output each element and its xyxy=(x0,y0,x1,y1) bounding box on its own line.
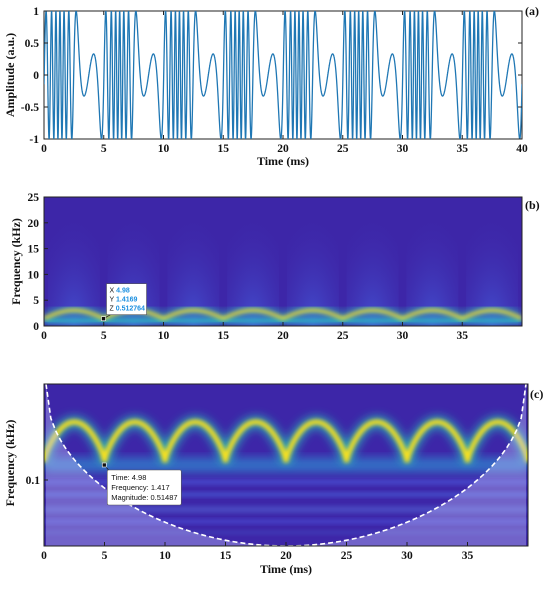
panel-b-ylabel: Frequency (kHz) xyxy=(9,218,23,305)
x-tick-label: 20 xyxy=(277,330,289,342)
panel-c-ticks: 0 5 10 15 20 25 30 35 0.1 xyxy=(26,475,474,562)
panel-a-waveform: 0 5 10 15 20 25 30 35 40 1 0.5 0 -0.5 -1 (a) Time (ms… xyxy=(3,4,539,168)
x-tick-label: 5 xyxy=(102,550,108,562)
x-tick-label: 35 xyxy=(462,550,474,562)
y-tick-label: -1 xyxy=(29,134,39,146)
panel-a-ylabel: Amplitude (a.u.) xyxy=(3,33,17,117)
x-tick-label: 0 xyxy=(41,550,47,562)
cone-of-influence-shade xyxy=(46,384,526,546)
y-tick-label: 20 xyxy=(28,218,40,230)
harmonic-streak xyxy=(466,197,519,326)
y-tick-label: 0 xyxy=(33,70,39,82)
y-tick-label: -0.5 xyxy=(21,102,39,114)
y-tick-label: 5 xyxy=(33,295,39,307)
panel-b-spectrogram: 0 5 10 15 20 25 30 35 25 20 15 10 5 0 (b) Frequency (… xyxy=(9,192,540,342)
x-tick-label: 30 xyxy=(397,143,409,155)
panel-a-ticks: 0 5 10 15 20 25 30 35 40 1 0.5 0 -0.5 -1 xyxy=(21,6,528,155)
x-tick-label: 0 xyxy=(41,143,47,155)
x-tick-label: 30 xyxy=(401,550,413,562)
x-tick-label: 5 xyxy=(101,143,107,155)
x-tick-label: 30 xyxy=(397,330,409,342)
datatip-frequency: Frequency: 1.417 xyxy=(111,483,169,492)
panel-c-xlabel: Time (ms) xyxy=(260,562,312,576)
x-tick-label: 25 xyxy=(337,143,349,155)
harmonic-streak xyxy=(286,197,339,326)
panel-c-heatmap xyxy=(44,384,528,546)
panel-b-datatip[interactable]: X 4.98 Y 1.4169 Z 0.512764 xyxy=(101,283,147,321)
x-tick-label: 5 xyxy=(101,330,107,342)
y-tick-label: 0.5 xyxy=(25,38,40,50)
datatip-z: Z 0.512764 xyxy=(110,306,146,313)
y-tick-label: 0 xyxy=(33,321,39,333)
x-tick-label: 0 xyxy=(41,330,47,342)
x-tick-label: 40 xyxy=(516,143,528,155)
harmonic-streak xyxy=(346,197,399,326)
x-tick-label: 15 xyxy=(218,330,230,342)
waveform-line xyxy=(44,11,522,139)
ridge-core xyxy=(44,419,528,463)
panel-c-ylabel: Frequency (kHz) xyxy=(3,420,17,507)
panel-c-datatip[interactable]: Time: 4.98 Frequency: 1.417 Magnitude: 0… xyxy=(101,462,182,506)
x-tick-label: 35 xyxy=(457,143,469,155)
panel-c-scalogram: 0 5 10 15 20 25 30 35 0.1 (c) Time (ms) Frequenc… xyxy=(3,383,543,576)
y-tick-label: 15 xyxy=(28,244,40,256)
panel-a-xlabel: Time (ms) xyxy=(257,154,309,168)
x-tick-label: 20 xyxy=(277,143,289,155)
datatip-x: X 4.98 xyxy=(110,288,130,295)
x-tick-label: 15 xyxy=(218,143,230,155)
x-tick-label: 35 xyxy=(457,330,469,342)
y-tick-label: 25 xyxy=(28,192,40,204)
datatip-box xyxy=(106,283,147,315)
x-tick-label: 10 xyxy=(158,143,170,155)
panel-b-ticks: 0 5 10 15 20 25 30 35 25 20 15 10 5 0 xyxy=(28,192,469,342)
harmonic-band xyxy=(44,492,528,497)
harmonic-streak xyxy=(406,197,459,326)
x-tick-label: 15 xyxy=(220,550,232,562)
harmonic-streak xyxy=(47,197,100,326)
datatip-marker xyxy=(101,462,107,468)
harmonic-band xyxy=(44,506,528,513)
datatip-box xyxy=(106,469,182,506)
harmonic-streak xyxy=(227,197,280,326)
y-tick-label: 1 xyxy=(33,6,39,18)
datatip-magnitude: Magnitude: 0.51487 xyxy=(111,493,177,502)
y-tick-label: 0.1 xyxy=(26,475,41,487)
harmonic-band xyxy=(44,479,528,485)
panel-c-label: (c) xyxy=(530,387,543,401)
harmonic-band xyxy=(44,530,528,535)
x-tick-label: 10 xyxy=(159,550,171,562)
x-tick-label: 10 xyxy=(158,330,170,342)
x-tick-label: 25 xyxy=(337,330,349,342)
harmonic-streak xyxy=(167,197,220,326)
x-tick-label: 20 xyxy=(280,550,292,562)
x-tick-label: 25 xyxy=(341,550,353,562)
datatip-marker xyxy=(101,316,106,321)
panel-a-label: (a) xyxy=(525,4,539,18)
harmonic-band xyxy=(44,519,528,524)
datatip-y: Y 1.4169 xyxy=(110,297,138,304)
datatip-time: Time: 4.98 xyxy=(111,473,146,482)
panel-b-label: (b) xyxy=(525,198,540,212)
y-tick-label: 10 xyxy=(28,269,40,281)
